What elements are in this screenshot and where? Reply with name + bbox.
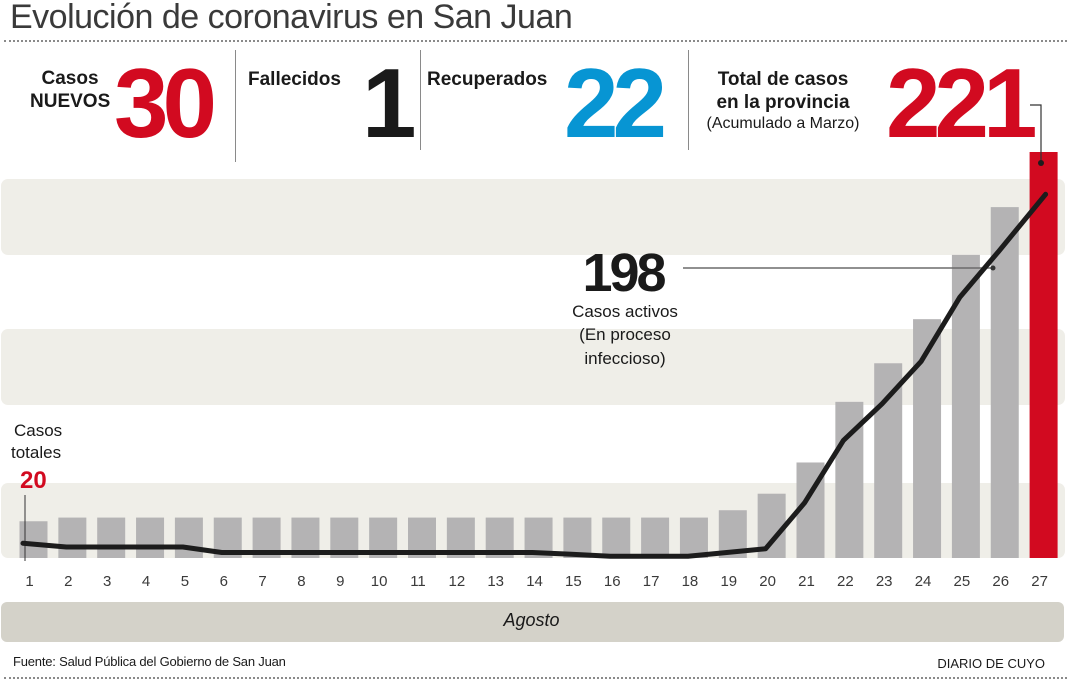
x-tick-label: 16 [604, 573, 621, 590]
x-tick-label: 13 [487, 573, 504, 590]
x-tick-label: 26 [992, 573, 1009, 590]
x-tick-label: 10 [371, 573, 388, 590]
top-dotted-divider [4, 40, 1067, 42]
bar [19, 521, 48, 558]
total-leader [1030, 104, 1042, 163]
x-tick-label: 20 [759, 573, 776, 590]
total-value: 221 [886, 48, 1037, 158]
background-band [1, 179, 1065, 255]
total-start-value: 20 [20, 467, 47, 494]
x-tick-label: 27 [1031, 573, 1048, 590]
recovered-label: Recuperados [427, 69, 548, 90]
x-tick-label: 24 [915, 573, 932, 590]
month-axis-band [1, 602, 1064, 642]
bar [641, 517, 670, 558]
x-tick-label: 11 [410, 573, 426, 590]
x-tick-label: 22 [837, 573, 854, 590]
x-tick-label: 5 [181, 573, 189, 590]
new-cases-label-line1: Casos [41, 68, 99, 89]
new-cases-label: Casos NUEVOS [30, 67, 110, 113]
total-label-line1: Total de casos [717, 69, 849, 90]
stat-divider [235, 50, 236, 162]
bar [563, 517, 592, 558]
total-label-line2: en la provincia [716, 92, 850, 113]
source-note: Fuente: Salud Pública del Gobierno de Sa… [13, 654, 286, 669]
total-sublabel: (Acumulado a Marzo) [706, 115, 860, 132]
x-tick-label: 9 [336, 573, 344, 590]
x-tick-label: 7 [258, 573, 266, 590]
x-tick-label: 17 [643, 573, 660, 590]
bar [913, 319, 942, 558]
x-tick-label: 25 [954, 573, 971, 590]
bottom-dotted-divider [4, 677, 1067, 679]
active-label-line2: (En proceso [579, 325, 671, 344]
active-cases-line [20, 191, 1049, 559]
bar [174, 517, 203, 558]
x-tick-label: 3 [103, 573, 111, 590]
active-label-line3: infeccioso) [584, 349, 665, 368]
annotation-leaders [24, 104, 1042, 561]
stat-divider [420, 50, 421, 150]
x-tick-label: 23 [876, 573, 893, 590]
bar-highlight [1029, 152, 1058, 558]
x-axis-ticks: 1 2 3 4 5 6 7 8 9 10 11 12 13 14 15 16 17 18 19 20 21 22 23 24 2… [25, 573, 1048, 590]
stat-divider [688, 50, 689, 150]
brand-credit: DIARIO DE CUYO [937, 656, 1045, 671]
x-tick-label: 19 [720, 573, 737, 590]
x-tick-label: 2 [64, 573, 72, 590]
background-band [1, 329, 1065, 405]
bar [679, 517, 708, 558]
x-tick-label: 18 [682, 573, 699, 590]
bar [136, 517, 165, 558]
annotation-dots [990, 160, 1044, 271]
x-tick-label: 6 [220, 573, 228, 590]
recovered-value: 22 [564, 48, 667, 158]
chart-title: Evolución de coronavirus en San Juan [10, 0, 573, 36]
deaths-label: Fallecidos [248, 69, 341, 90]
active-value: 198 [582, 243, 665, 303]
x-tick-label: 15 [565, 573, 582, 590]
bar [97, 517, 126, 558]
active-label-line1: Casos activos [572, 302, 678, 321]
chart: 1 2 3 4 5 6 7 8 9 10 11 12 13 14 15 16 17 18 19 20 21 22 23 24 2… [1, 104, 1065, 590]
x-tick-label: 12 [449, 573, 466, 590]
new-cases-label-line2: NUEVOS [30, 91, 111, 112]
bar [58, 517, 87, 558]
total-leader-dot [1038, 160, 1044, 166]
total-start-label-line2: totales [11, 443, 61, 462]
x-tick-label: 4 [142, 573, 150, 590]
x-tick-label: 14 [526, 573, 543, 590]
x-tick-label: 8 [297, 573, 305, 590]
background-bands [1, 179, 1065, 558]
x-tick-label: 1 [25, 573, 33, 590]
new-cases-value: 30 [114, 48, 217, 158]
month-label: Agosto [503, 610, 560, 630]
x-tick-label: 21 [798, 573, 815, 590]
bar [874, 363, 903, 558]
bar [990, 207, 1019, 558]
active-leader-dot [990, 265, 996, 271]
total-label: Total de casos en la provincia (Acumulad… [698, 68, 868, 134]
total-start-label-line1: Casos [14, 421, 62, 440]
deaths-value: 1 [362, 48, 416, 158]
bar [602, 517, 631, 558]
